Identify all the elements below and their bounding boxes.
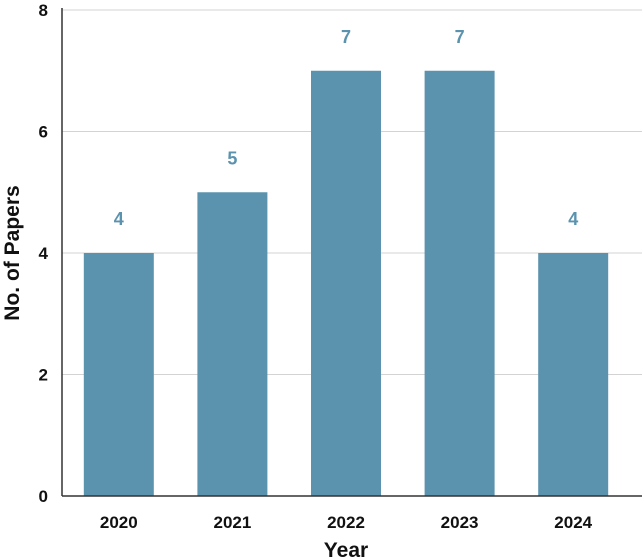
y-tick-label: 2 <box>39 366 48 385</box>
y-tick-label: 0 <box>39 487 48 506</box>
x-axis-title: Year <box>324 539 368 560</box>
bars <box>83 70 609 496</box>
x-tick-labels: 2020 2021 2022 2023 2024 <box>100 513 593 532</box>
x-tick-label: 2021 <box>213 513 251 532</box>
bar-2022 <box>311 70 381 496</box>
y-tick-label: 4 <box>39 244 49 263</box>
data-label: 7 <box>341 27 351 47</box>
y-tick-label: 6 <box>39 123 48 142</box>
x-tick-label: 2022 <box>327 513 365 532</box>
bar-2024 <box>538 253 609 496</box>
data-label: 7 <box>455 27 465 47</box>
x-tick-label: 2024 <box>554 513 592 532</box>
y-tick-label: 8 <box>39 1 48 20</box>
x-tick-label: 2020 <box>100 513 138 532</box>
data-labels: 4 5 7 7 4 <box>114 27 578 229</box>
bar-2021 <box>197 192 268 496</box>
bar-2020 <box>83 253 154 496</box>
data-label: 5 <box>227 148 237 168</box>
data-label: 4 <box>568 209 578 229</box>
bar-2023 <box>424 70 495 496</box>
axes <box>61 8 642 497</box>
data-label: 4 <box>114 209 124 229</box>
y-axis-title: No. of Papers <box>1 185 24 320</box>
x-tick-label: 2023 <box>441 513 479 532</box>
y-tick-labels: 0 2 4 6 8 <box>39 1 49 506</box>
